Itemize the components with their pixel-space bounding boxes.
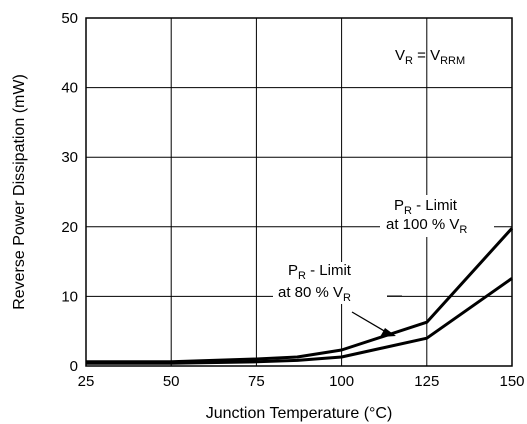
y-tick-label-30: 30 <box>61 149 78 166</box>
tick-labels: 25 50 75 100 125 150 0 10 20 30 40 50 <box>61 10 524 390</box>
y-tick-label-40: 40 <box>61 80 78 97</box>
annotation-limit-100: PR - Limit at 100 % VR <box>380 195 494 237</box>
series-lines <box>86 227 514 365</box>
annotation-limit-100-line2: at 100 % VR <box>386 216 467 236</box>
y-tick-label-0: 0 <box>70 358 78 375</box>
condition-annotation: VR = VRRM <box>395 47 465 67</box>
grid-lines <box>85 17 513 367</box>
x-tick-label-75: 75 <box>248 373 265 390</box>
x-tick-label-50: 50 <box>163 373 180 390</box>
annotation-limit-80: PR - Limit at 80 % VR <box>273 262 402 337</box>
annotation-limit-80-line1: PR - Limit <box>288 262 352 282</box>
x-tick-label-125: 125 <box>414 373 439 390</box>
y-tick-label-20: 20 <box>61 219 78 236</box>
y-tick-label-10: 10 <box>61 288 78 305</box>
annotation-arrow-line <box>351 311 387 333</box>
x-tick-label-25: 25 <box>78 373 95 390</box>
y-axis-label: Reverse Power Dissipation (mW) <box>11 74 28 310</box>
y-tick-label-50: 50 <box>61 10 78 27</box>
plot-frame <box>85 17 513 367</box>
x-tick-label-150: 150 <box>499 373 524 390</box>
annotation-limit-80-line2: at 80 % VR <box>278 284 351 304</box>
annotation-limit-100-line1: PR - Limit <box>394 197 458 217</box>
series-line-limit-80 <box>86 277 513 365</box>
annotation-arrow-head <box>380 328 396 337</box>
x-tick-label-100: 100 <box>329 373 354 390</box>
x-axis-label: Junction Temperature (°C) <box>206 405 393 422</box>
